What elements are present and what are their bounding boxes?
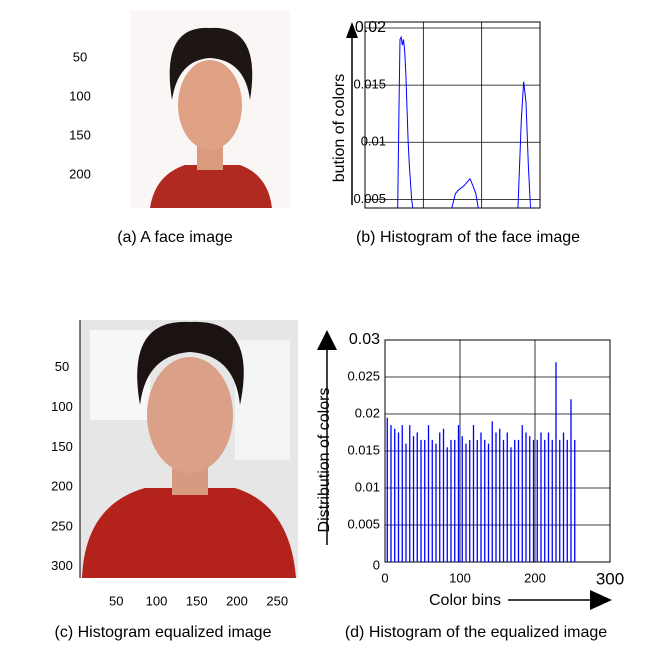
axis-label: Distribution of colors (316, 388, 333, 533)
figure: 50 100 150 200 (a) A face image 50 100 150 200 25… (0, 0, 650, 645)
y-tick-label: 300 (51, 558, 73, 573)
y-tick-label: 50 (73, 49, 87, 64)
x-tick-label: 50 (109, 593, 123, 608)
arrow-head (590, 590, 612, 610)
axis-label: bution of colors (331, 74, 348, 183)
y-tick-label: 150 (51, 439, 73, 454)
y-tick-label: 0.005 (347, 516, 380, 531)
x-tick-label: 200 (524, 570, 546, 585)
y-tick-label: 0.02 (355, 405, 380, 420)
x-tick-label: 300 (596, 569, 624, 588)
caption: (b) Histogram of the face image (356, 229, 580, 246)
arrow-head (317, 330, 337, 350)
x-tick-label: 150 (186, 593, 208, 608)
y-tick-label: 0 (373, 557, 380, 572)
x-tick-label: 0 (381, 570, 388, 585)
y-tick-label: 0.01 (361, 134, 386, 149)
caption: (d) Histogram of the equalized image (345, 624, 607, 641)
histogram-line (397, 37, 534, 256)
y-tick-label: 100 (51, 399, 73, 414)
x-tick-label: 100 (146, 593, 168, 608)
plot-frame (365, 22, 540, 208)
y-tick-label: 50 (55, 359, 69, 374)
y-tick-label: 200 (69, 166, 91, 181)
y-tick-label: 100 (69, 88, 91, 103)
y-tick-label: 200 (51, 479, 73, 494)
y-tick-label: 0.03 (349, 331, 380, 348)
x-tick-label: 100 (449, 570, 471, 585)
y-tick-label: 0.02 (355, 19, 386, 36)
y-tick-label: 0.015 (353, 77, 386, 92)
y-tick-label: 150 (69, 127, 91, 142)
face-image-c (80, 320, 298, 578)
y-tick-label: 0.005 (353, 191, 386, 206)
caption: (a) A face image (117, 229, 233, 246)
x-tick-label: 250 (266, 593, 288, 608)
caption: (c) Histogram equalized image (55, 624, 272, 641)
y-tick-label: 250 (51, 518, 73, 533)
y-tick-label: 0.01 (355, 479, 380, 494)
y-tick-label: 0.015 (347, 442, 380, 457)
face-image-a (130, 10, 290, 208)
x-tick-label: 200 (226, 593, 248, 608)
axis-label: Color bins (429, 592, 501, 609)
y-tick-label: 0.025 (347, 368, 380, 383)
